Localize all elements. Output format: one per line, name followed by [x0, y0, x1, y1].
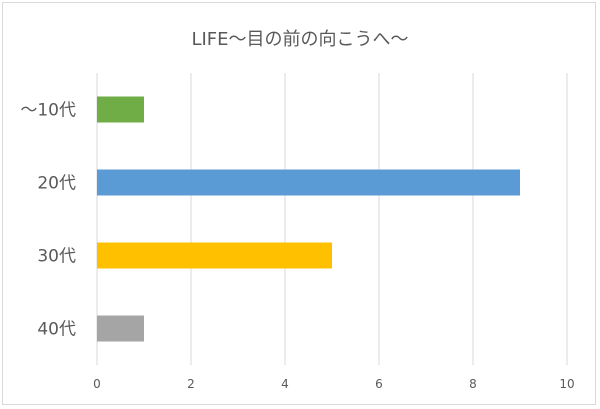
x-tick-label: 10 [559, 377, 574, 391]
category-label: 40代 [37, 320, 76, 340]
x-tick-label: 8 [469, 377, 477, 391]
bar [97, 242, 332, 269]
x-tick-label: 0 [93, 377, 101, 391]
category-label: 〜10代 [20, 101, 76, 121]
bar [97, 315, 144, 342]
bar [97, 169, 520, 196]
x-tick-label: 4 [281, 377, 289, 391]
category-label: 20代 [37, 174, 76, 194]
x-tick-label: 2 [187, 377, 195, 391]
x-tick-label: 6 [375, 377, 383, 391]
chart-title: LIFE〜目の前の向こうへ〜 [191, 29, 409, 50]
bar [97, 96, 144, 123]
category-label: 30代 [37, 247, 76, 267]
